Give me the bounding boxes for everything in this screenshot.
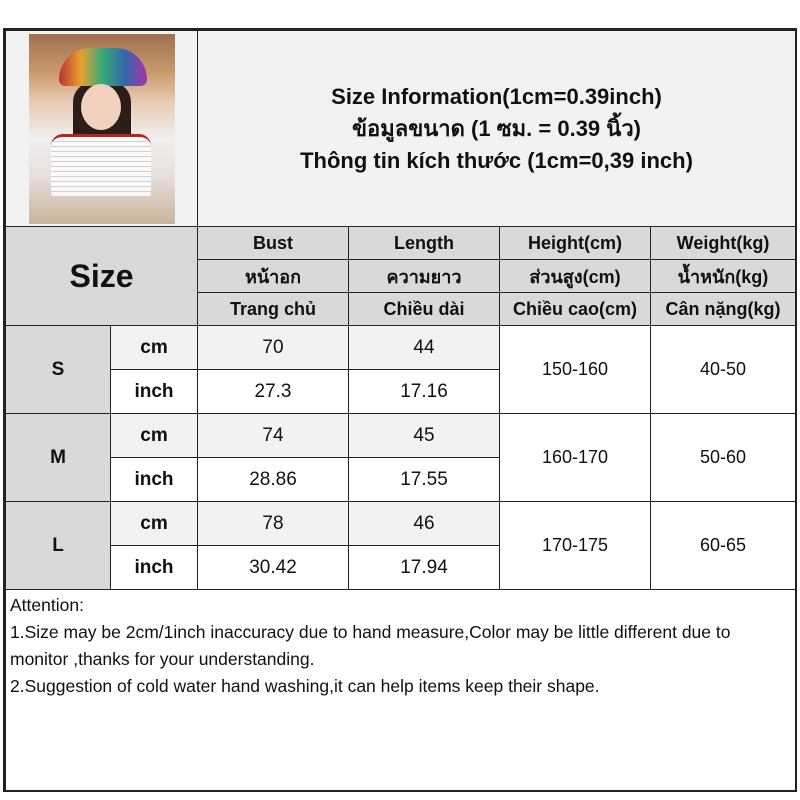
length-inch: 17.94 <box>348 545 500 590</box>
unit-inch: inch <box>110 457 198 502</box>
length-cm: 45 <box>348 413 500 458</box>
unit-cm: cm <box>110 413 198 458</box>
size-label: L <box>5 501 111 590</box>
title-en: Size Information(1cm=0.39inch) <box>331 83 662 109</box>
length-header-th: ความยาว <box>348 259 500 293</box>
weight-range: 50-60 <box>650 413 796 502</box>
title-cell: Size Information(1cm=0.39inch) ข้อมูลขนา… <box>197 30 796 227</box>
height-header-en: Height(cm) <box>499 226 651 260</box>
length-header-en: Length <box>348 226 500 260</box>
weight-header-th: น้ำหนัก(kg) <box>650 259 796 293</box>
height-header-th: ส่วนสูง(cm) <box>499 259 651 293</box>
table-row: inch 27.3 17.16 <box>6 369 796 414</box>
height-range: 170-175 <box>499 501 651 590</box>
bust-cm: 74 <box>197 413 349 458</box>
length-cm: 44 <box>348 325 500 370</box>
bust-cm: 78 <box>197 501 349 546</box>
length-header-vi: Chiều dài <box>348 292 500 326</box>
table-row: inch 28.86 17.55 <box>6 457 796 502</box>
table-row: M cm 74 45 160-170 50-60 <box>5 413 796 502</box>
unit-cm: cm <box>110 501 198 546</box>
title-th: ข้อมูลขนาด (1 ซม. = 0.39 นิ้ว) <box>351 115 641 141</box>
unit-cm: cm <box>110 325 198 370</box>
attention-line-1: 1.Size may be 2cm/1inch inaccuracy due t… <box>10 622 731 669</box>
size-chart: Size Information(1cm=0.39inch) ข้อมูลขนา… <box>3 28 797 792</box>
unit-inch: inch <box>110 545 198 590</box>
bust-cm: 70 <box>197 325 349 370</box>
size-label: M <box>5 413 111 502</box>
bust-header-en: Bust <box>197 226 349 260</box>
table-row: inch 30.42 17.94 <box>6 545 796 590</box>
weight-range: 40-50 <box>650 325 796 414</box>
attention-line-2: 2.Suggestion of cold water hand washing,… <box>10 676 600 696</box>
unit-inch: inch <box>110 369 198 414</box>
table-row: L cm 78 46 170-175 60-65 <box>5 501 796 590</box>
product-photo-cell <box>5 30 198 227</box>
length-inch: 17.16 <box>348 369 500 414</box>
weight-range: 60-65 <box>650 501 796 590</box>
size-table: Size Information(1cm=0.39inch) ข้อมูลขนา… <box>5 30 796 791</box>
size-header: Size <box>5 226 198 326</box>
length-cm: 46 <box>348 501 500 546</box>
weight-header-vi: Cân nặng(kg) <box>650 292 796 326</box>
bust-header-th: หน้าอก <box>197 259 349 293</box>
weight-header-en: Weight(kg) <box>650 226 796 260</box>
bust-inch: 28.86 <box>197 457 349 502</box>
length-inch: 17.55 <box>348 457 500 502</box>
title-vi: Thông tin kích thước (1cm=0,39 inch) <box>300 147 693 173</box>
bust-inch: 30.42 <box>197 545 349 590</box>
model-photo <box>28 33 175 224</box>
height-range: 150-160 <box>499 325 651 414</box>
table-row: S cm 70 44 150-160 40-50 <box>5 325 796 414</box>
bust-header-vi: Trang chủ <box>197 292 349 326</box>
height-header-vi: Chiều cao(cm) <box>499 292 651 326</box>
attention-heading: Attention: <box>10 595 84 615</box>
attention-notes: Attention: 1.Size may be 2cm/1inch inacc… <box>5 589 796 791</box>
height-range: 160-170 <box>499 413 651 502</box>
bust-inch: 27.3 <box>197 369 349 414</box>
size-label: S <box>5 325 111 414</box>
